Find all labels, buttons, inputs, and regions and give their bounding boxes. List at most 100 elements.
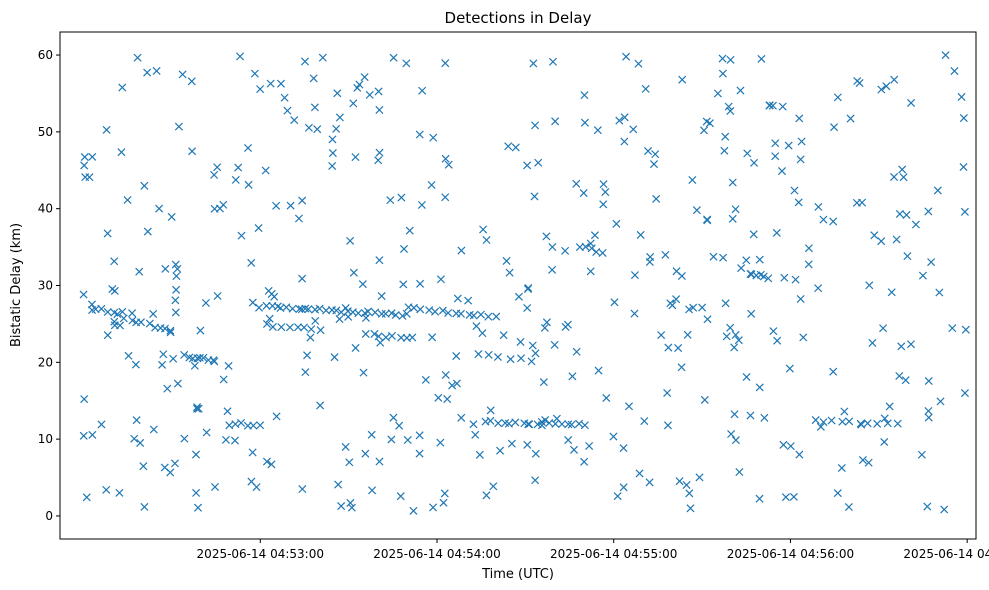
- data-point: [838, 417, 847, 426]
- data-point: [428, 333, 437, 342]
- data-point: [799, 333, 808, 342]
- data-point: [699, 126, 709, 135]
- data-point: [297, 305, 306, 314]
- y-tick-label: 50: [38, 125, 53, 139]
- data-point: [594, 366, 603, 375]
- data-point: [399, 280, 408, 289]
- data-point: [550, 340, 559, 349]
- data-point: [192, 404, 202, 413]
- data-point: [531, 476, 540, 485]
- data-point: [136, 318, 145, 327]
- data-point: [334, 480, 343, 489]
- x-tick-label: 2025-06-14 04:56:00: [727, 547, 854, 561]
- data-point: [441, 370, 450, 379]
- data-point: [622, 52, 631, 61]
- data-point: [374, 156, 383, 165]
- data-point: [349, 99, 358, 108]
- data-point: [789, 492, 798, 501]
- data-point: [188, 147, 197, 156]
- x-axis-ticks: 2025-06-14 04:53:00 2025-06-14 04:54:00 20…: [197, 539, 989, 561]
- data-point: [160, 463, 169, 472]
- data-point: [890, 172, 899, 181]
- data-point: [484, 312, 493, 321]
- data-point: [494, 419, 503, 428]
- data-point: [636, 230, 645, 239]
- data-point: [282, 303, 291, 312]
- data-point: [858, 456, 867, 465]
- data-point: [685, 489, 694, 498]
- data-point: [190, 361, 199, 370]
- data-point: [364, 307, 373, 316]
- data-point: [102, 485, 111, 494]
- data-point: [415, 130, 424, 139]
- data-point: [97, 420, 106, 429]
- data-point: [703, 315, 712, 324]
- data-point: [523, 303, 532, 312]
- data-point: [448, 381, 457, 390]
- data-point: [747, 309, 756, 318]
- data-point: [361, 449, 370, 458]
- data-point: [883, 419, 892, 428]
- data-point: [118, 307, 127, 316]
- data-point: [829, 217, 838, 226]
- data-point: [523, 285, 532, 294]
- data-point: [568, 372, 577, 381]
- data-point: [469, 311, 478, 320]
- data-point: [252, 483, 261, 492]
- data-point: [173, 379, 182, 388]
- data-point: [453, 294, 462, 303]
- data-point: [759, 272, 768, 281]
- data-point: [887, 288, 896, 297]
- data-point: [316, 401, 325, 410]
- data-point: [266, 79, 275, 88]
- data-point: [504, 142, 513, 151]
- data-point: [649, 160, 659, 169]
- data-point: [298, 196, 307, 205]
- data-point: [191, 450, 201, 459]
- data-point: [864, 458, 873, 467]
- data-point: [506, 355, 515, 364]
- data-point: [255, 303, 264, 312]
- data-point: [313, 125, 322, 134]
- data-point: [149, 309, 158, 318]
- data-point: [221, 435, 230, 444]
- data-point: [87, 300, 96, 309]
- data-point: [387, 331, 396, 340]
- data-point: [335, 113, 344, 122]
- data-point: [358, 280, 367, 289]
- data-point: [332, 124, 341, 133]
- data-point: [505, 268, 514, 277]
- data-point: [441, 193, 450, 202]
- data-point: [531, 121, 540, 130]
- data-point: [306, 333, 315, 342]
- data-point: [374, 332, 383, 341]
- data-point: [682, 480, 691, 490]
- data-point: [721, 299, 730, 308]
- data-point: [478, 329, 487, 338]
- data-point: [349, 268, 358, 277]
- data-point: [201, 298, 210, 308]
- data-point: [892, 235, 901, 244]
- data-point: [318, 53, 327, 62]
- data-point: [262, 301, 271, 310]
- data-point: [790, 186, 799, 195]
- data-point: [143, 68, 152, 77]
- data-point: [172, 285, 181, 294]
- data-point: [948, 324, 957, 333]
- data-point: [755, 255, 764, 264]
- data-point: [196, 326, 205, 335]
- data-point: [726, 323, 735, 332]
- data-point: [332, 306, 341, 315]
- data-point: [482, 491, 491, 500]
- data-point: [496, 446, 505, 455]
- data-point: [652, 194, 661, 203]
- data-point: [80, 395, 89, 404]
- data-point: [155, 204, 164, 213]
- data-point: [247, 258, 256, 267]
- data-point: [924, 376, 933, 386]
- data-point: [128, 309, 137, 318]
- data-point: [713, 89, 722, 98]
- data-point: [898, 165, 907, 174]
- data-point: [387, 435, 396, 444]
